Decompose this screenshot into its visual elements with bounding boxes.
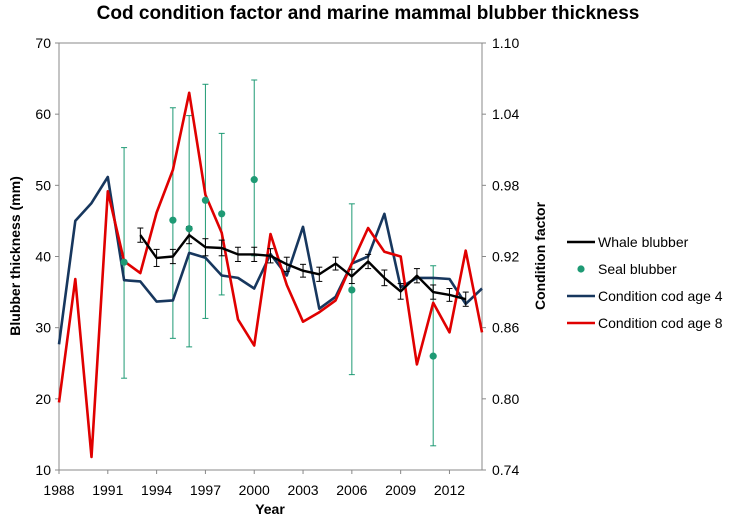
legend-marker bbox=[577, 265, 585, 273]
y-tick-label-right: 1.04 bbox=[492, 106, 519, 122]
y-tick-label-left: 50 bbox=[35, 177, 51, 193]
y-axis-title-right: Condition factor bbox=[532, 201, 548, 310]
y-axis-title-left: Blubber thickness (mm) bbox=[7, 176, 23, 335]
seal-point bbox=[429, 352, 437, 360]
legend-label: Seal blubber bbox=[598, 261, 677, 277]
legend-label: Whale blubber bbox=[598, 234, 689, 250]
x-tick-label: 2006 bbox=[336, 482, 367, 498]
x-tick-label: 1988 bbox=[43, 482, 74, 498]
seal-point bbox=[250, 176, 258, 184]
y-tick-label-left: 30 bbox=[35, 320, 51, 336]
x-tick-label: 1997 bbox=[190, 482, 221, 498]
seal-point bbox=[169, 216, 177, 224]
x-axis-title: Year bbox=[255, 501, 285, 517]
y-tick-label-right: 1.10 bbox=[492, 35, 519, 51]
x-tick-label: 2003 bbox=[287, 482, 318, 498]
seal-point bbox=[201, 196, 210, 204]
y-tick-label-left: 20 bbox=[35, 391, 51, 407]
legend-label: Condition cod age 4 bbox=[598, 288, 723, 304]
line-whale-blubber bbox=[139, 233, 467, 301]
x-tick-label: 1994 bbox=[141, 482, 172, 498]
legend: Whale blubber Seal blubber Condition cod a… bbox=[567, 234, 723, 331]
x-tick-label: 1991 bbox=[92, 482, 123, 498]
y-tick-label-right: 0.74 bbox=[492, 462, 519, 478]
seal-point bbox=[185, 225, 193, 233]
y-tick-label-left: 60 bbox=[35, 106, 51, 122]
y-tick-label-right: 0.80 bbox=[492, 391, 519, 407]
y-tick-label-left: 70 bbox=[35, 35, 51, 51]
x-tick-label: 2012 bbox=[434, 482, 465, 498]
chart-title: Cod condition factor and marine mammal b… bbox=[97, 3, 640, 24]
y-tick-label-left: 40 bbox=[35, 249, 51, 265]
axis-ticks: 10 20 30 40 50 60 70 0.74 0.80 0.86 0.92 0.98 1.04 1.… bbox=[35, 35, 519, 498]
x-tick-label: 2009 bbox=[385, 482, 416, 498]
y-tick-label-right: 0.92 bbox=[492, 249, 519, 265]
seal-point bbox=[120, 258, 128, 266]
y-tick-label-right: 0.86 bbox=[492, 320, 519, 336]
y-tick-label-left: 10 bbox=[35, 462, 51, 478]
line-condition-cod-age-8 bbox=[57, 91, 484, 459]
series-layer bbox=[57, 79, 484, 459]
seal-point bbox=[348, 286, 356, 294]
x-tick-label: 2000 bbox=[239, 482, 270, 498]
y-tick-label-right: 0.98 bbox=[492, 177, 519, 193]
seal-point bbox=[218, 210, 226, 218]
legend-label: Condition cod age 8 bbox=[598, 315, 723, 331]
